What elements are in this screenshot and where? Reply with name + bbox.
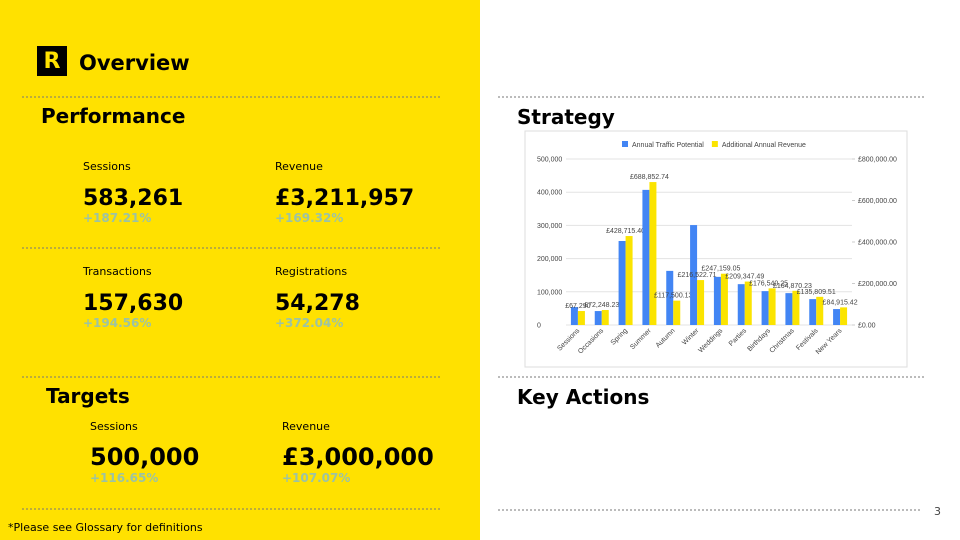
bar — [792, 290, 800, 325]
metric-change: +187.21% — [83, 211, 151, 225]
legend-swatch — [711, 141, 718, 147]
metric-change: +372.04% — [275, 316, 343, 330]
y2-tick-label: £200,000.00 — [858, 281, 897, 288]
section-title: Performance — [41, 104, 185, 128]
data-label: £209,347.49 — [725, 274, 764, 281]
metric-change: +194.56% — [83, 316, 151, 330]
bar — [785, 293, 793, 325]
data-label: £164,870.23 — [773, 283, 812, 290]
metric-change: +116.65% — [90, 471, 158, 485]
y-tick-label: 200,000 — [537, 256, 562, 263]
bar — [673, 300, 681, 325]
y-tick-label: 300,000 — [537, 223, 562, 230]
metric-label: Revenue — [282, 420, 330, 433]
bar — [816, 296, 824, 325]
metric-label: Sessions — [83, 160, 131, 173]
title: Overview — [79, 51, 190, 75]
bar — [761, 291, 769, 325]
bar — [666, 270, 674, 325]
section-title: Targets — [46, 384, 130, 408]
bar — [594, 311, 602, 325]
data-label: £688,852.74 — [630, 174, 669, 181]
bar — [570, 307, 578, 325]
data-label: £117,500.13 — [654, 293, 693, 300]
y-tick-label: 500,000 — [537, 157, 562, 164]
data-label: £176,540.25 — [749, 280, 788, 287]
y2-tick-label: £800,000.00 — [858, 157, 897, 164]
bar — [601, 310, 609, 325]
bar — [840, 307, 848, 325]
bar — [737, 284, 745, 325]
y2-tick-label: £600,000.00 — [858, 198, 897, 205]
data-label: £247,159.05 — [701, 266, 740, 273]
chart-frame — [524, 130, 908, 368]
metric-change: +169.32% — [275, 211, 343, 225]
y-tick-label: 0 — [537, 323, 541, 330]
metric-value: 583,261 — [83, 186, 183, 211]
footnote: *Please see Glossary for definitions — [8, 521, 203, 534]
bar — [833, 309, 841, 325]
bar — [577, 311, 585, 325]
y2-tick-label: £400,000.00 — [858, 240, 897, 247]
data-label: £428,715.40 — [606, 228, 645, 235]
bar — [618, 241, 626, 325]
bar — [690, 225, 698, 325]
metric-label: Transactions — [82, 265, 152, 278]
metric-label: Revenue — [275, 160, 323, 173]
yellow-panel — [0, 0, 480, 540]
bar — [713, 276, 721, 325]
metric-value: 500,000 — [90, 443, 199, 471]
y-tick-label: 400,000 — [537, 190, 562, 197]
legend-label: Annual Traffic Potential — [632, 142, 704, 149]
y2-tick-label: £0.00 — [858, 323, 876, 330]
section-title: Key Actions — [517, 385, 649, 409]
bar — [697, 280, 705, 325]
bar — [642, 189, 650, 325]
metric-value: £3,000,000 — [282, 443, 434, 471]
bar — [625, 236, 633, 325]
metric-value: 54,278 — [275, 291, 360, 316]
page-number: 3 — [934, 505, 941, 518]
section-title: Strategy — [517, 105, 615, 129]
data-label: £72,248.23 — [584, 302, 619, 309]
legend-label: Additional Annual Revenue — [722, 142, 806, 149]
logo-box — [37, 46, 67, 76]
bar — [744, 281, 752, 325]
metric-label: Sessions — [90, 420, 138, 433]
metric-value: £3,211,957 — [275, 186, 414, 211]
bar — [809, 299, 817, 325]
legend-swatch — [622, 141, 628, 147]
metric-change: +107.07% — [282, 471, 350, 485]
data-label: £84,915.42 — [823, 299, 858, 306]
data-label: £135,809.51 — [797, 289, 836, 296]
metric-label: Registrations — [275, 265, 347, 278]
data-label: £67,290 — [565, 303, 590, 310]
data-label: £216,522.71 — [678, 272, 717, 279]
bar — [768, 288, 776, 325]
bar — [720, 273, 728, 325]
y-tick-label: 100,000 — [537, 289, 562, 296]
metric-value: 157,630 — [83, 291, 183, 316]
logo: R — [44, 49, 61, 74]
bar — [649, 182, 657, 325]
